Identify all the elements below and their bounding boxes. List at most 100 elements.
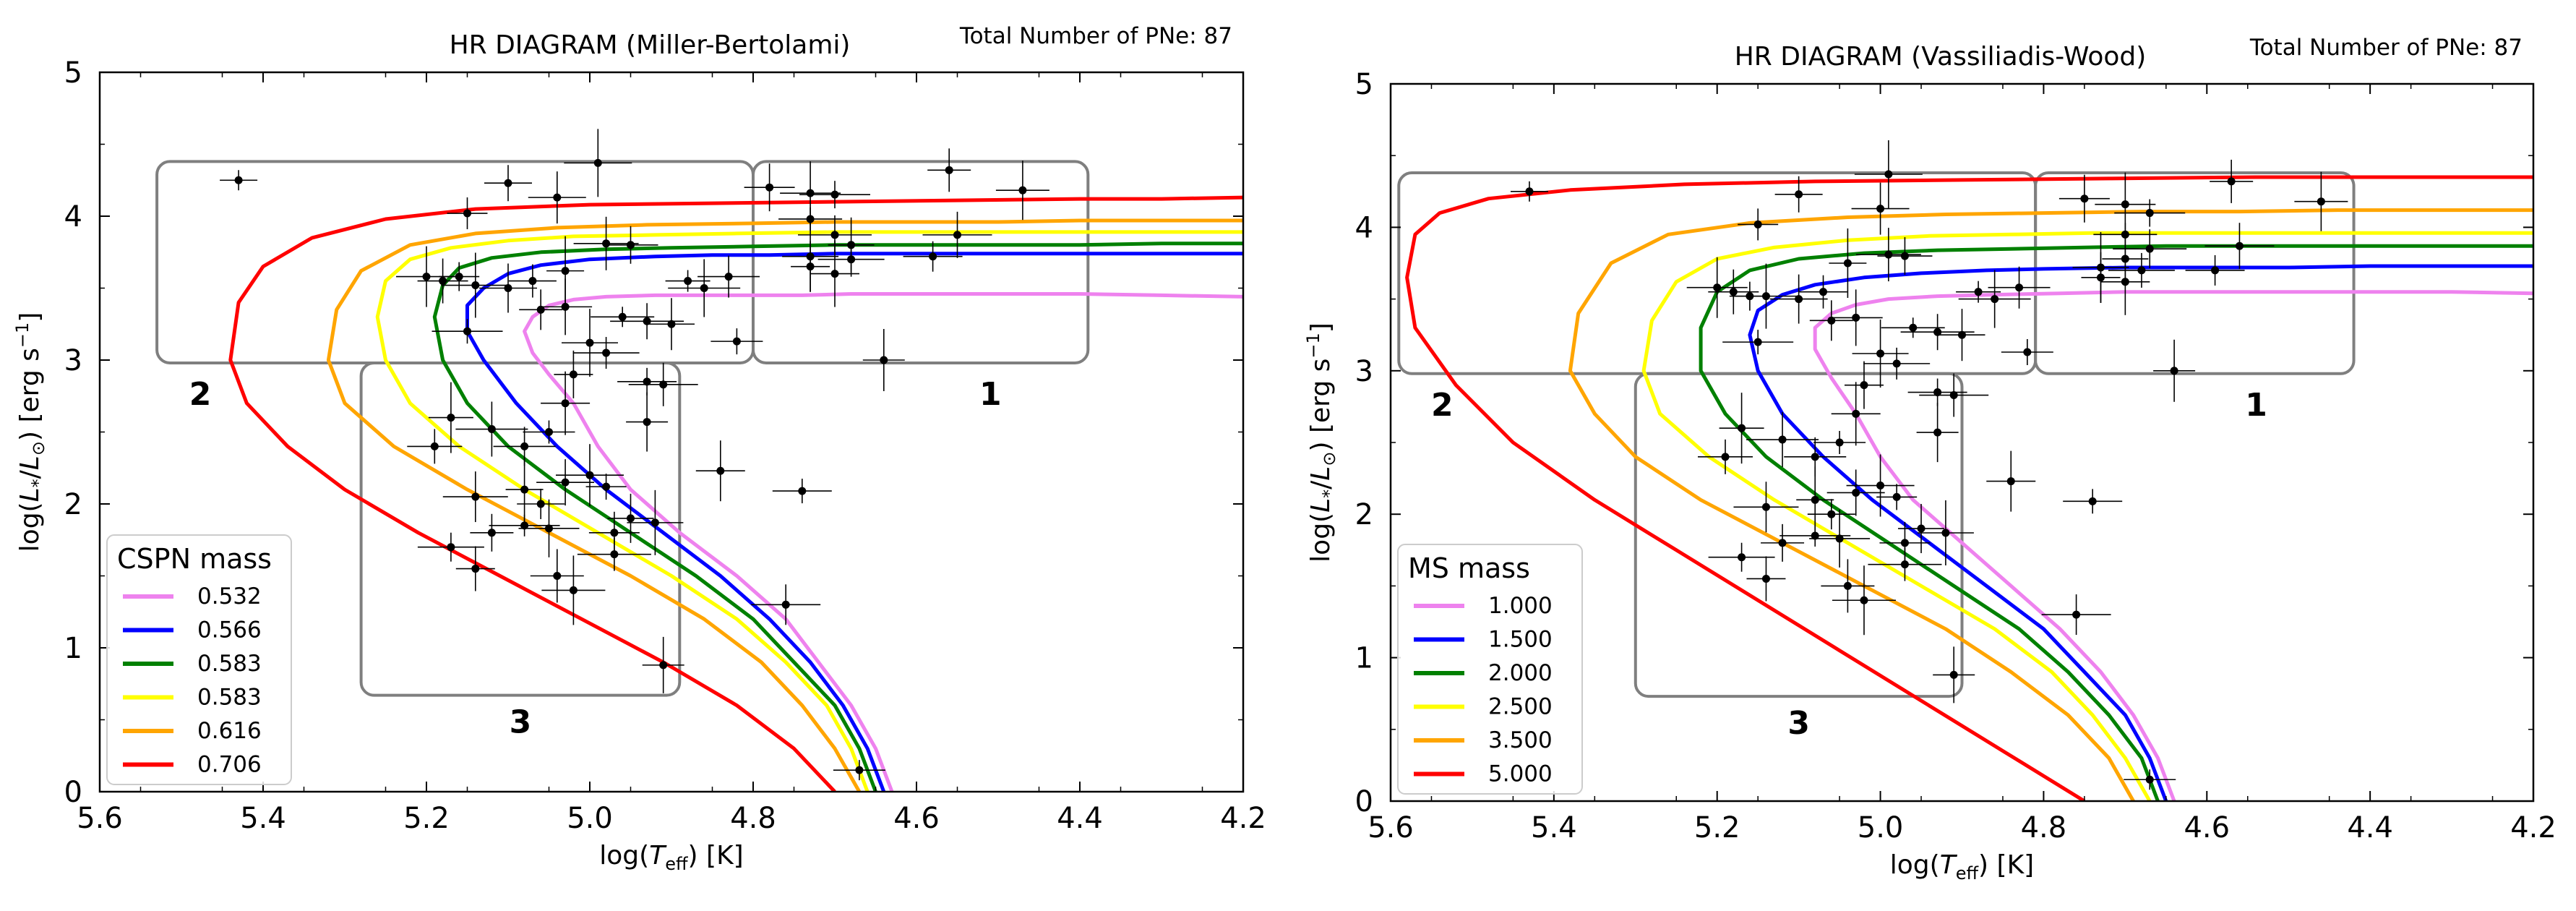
data-point: [1832, 565, 1896, 636]
data-point: [1844, 361, 1884, 409]
pne-points: [220, 129, 1049, 781]
x-tick-label: 5.6: [77, 802, 123, 835]
evolutionary-tracks: [1405, 175, 2533, 801]
y-tick-label: 1: [1355, 642, 1373, 675]
y-tick-label: 1: [64, 632, 82, 665]
data-point: [927, 148, 971, 192]
data-point: [1719, 393, 1764, 464]
data-point: [1988, 266, 2051, 309]
data-point: [1831, 382, 1881, 446]
data-point: [1933, 646, 1975, 703]
hr-panel-1: HR DIAGRAM (Miller-Bertolami) Total Numbe…: [12, 23, 1266, 874]
y-tick-label: 3: [64, 344, 82, 377]
data-point: [791, 241, 830, 292]
legend-item: 0.583: [197, 685, 262, 711]
data-point: [862, 329, 905, 391]
data-point: [2063, 489, 2123, 514]
data-point: [817, 241, 885, 277]
ticks: 5.6 5.4 5.2 5.0 4.8 4.6 4.4 4.2 0 1 2 3 4 5: [1355, 68, 2556, 844]
data-point: [1738, 208, 1779, 241]
data-point: [626, 392, 669, 452]
data-point: [799, 181, 870, 209]
data-point: [407, 429, 463, 464]
data-point: [447, 197, 488, 230]
legend-title: CSPN mass: [117, 543, 272, 575]
y-tick-label: 4: [1355, 211, 1373, 244]
data-point: [554, 350, 593, 398]
data-point: [1821, 559, 1875, 613]
data-point: [1796, 466, 1834, 534]
x-tick-label: 4.4: [2347, 811, 2393, 844]
data-point: [585, 474, 627, 500]
data-point: [1851, 182, 1910, 235]
data-point: [2081, 252, 2121, 303]
legend-item: 2.500: [1488, 694, 1553, 720]
region-box-1: [2034, 171, 2356, 375]
legend-item: 0.583: [197, 651, 262, 677]
data-point: [833, 760, 885, 781]
data-point: [1729, 281, 1770, 311]
data-point: [1939, 309, 1985, 362]
region-box-2: [155, 160, 755, 364]
legend-item: 0.532: [197, 583, 262, 610]
y-tick-label: 3: [1355, 355, 1373, 388]
data-point: [220, 170, 258, 191]
data-point: [536, 459, 595, 506]
data-point: [1809, 300, 1853, 341]
legend-item: 1.000: [1488, 593, 1553, 619]
x-tick-label: 5.2: [1694, 811, 1740, 844]
data-point: [617, 367, 677, 395]
region-label-3: 3: [510, 704, 532, 741]
data-point: [1868, 547, 1942, 581]
region-label-1: 1: [979, 376, 1002, 413]
data-point: [1907, 378, 1967, 406]
x-tick-label: 5.0: [567, 802, 613, 835]
track-3.500-4: [1568, 208, 2533, 801]
y-tick-label: 5: [1355, 68, 1373, 101]
data-point: [1708, 542, 1775, 572]
data-point: [417, 532, 484, 562]
data-point: [1774, 176, 1823, 213]
chart-title: HR DIAGRAM (Miller-Bertolami): [450, 30, 851, 60]
data-point: [2058, 174, 2110, 223]
data-point: [1917, 500, 1974, 565]
data-point: [1708, 269, 1759, 315]
data-point: [1769, 274, 1828, 324]
track-0.583-2: [432, 241, 1243, 792]
data-point: [1510, 181, 1548, 202]
data-point: [642, 636, 684, 693]
data-point: [1733, 482, 1799, 533]
data-point: [1809, 509, 1871, 568]
x-tick-label: 4.6: [2184, 811, 2230, 844]
data-point: [2114, 199, 2186, 227]
data-point: [1761, 523, 1805, 562]
data-point: [810, 240, 859, 307]
track-5.000-5: [1405, 175, 2533, 801]
legend-item: 0.566: [197, 617, 262, 643]
data-point: [995, 161, 1049, 221]
data-point: [541, 555, 606, 625]
data-point: [1799, 275, 1847, 309]
data-point: [1876, 484, 1918, 510]
data-point: [1852, 319, 1909, 388]
data-point: [1919, 373, 1989, 417]
plot-area: [1397, 140, 2533, 801]
data-point: [2185, 255, 2245, 286]
data-point: [1846, 454, 1915, 517]
data-point: [2108, 252, 2175, 288]
data-point: [1813, 431, 1866, 454]
x-tick-label: 4.6: [893, 802, 940, 835]
x-tick-label: 4.8: [730, 802, 776, 835]
region-box-3: [359, 361, 682, 697]
track-0.706-5: [228, 195, 1243, 792]
region-boxes: [1397, 171, 2356, 698]
y-axis-label: log(L*/L⊙) [erg s−1]: [1303, 322, 1339, 563]
data-point: [710, 328, 763, 355]
x-tick-label: 5.2: [403, 802, 450, 835]
data-point: [1916, 403, 1959, 463]
region-box-3: [1633, 372, 1964, 698]
data-point: [541, 371, 591, 435]
data-point: [428, 382, 473, 453]
track-0.616-4: [326, 218, 1243, 792]
